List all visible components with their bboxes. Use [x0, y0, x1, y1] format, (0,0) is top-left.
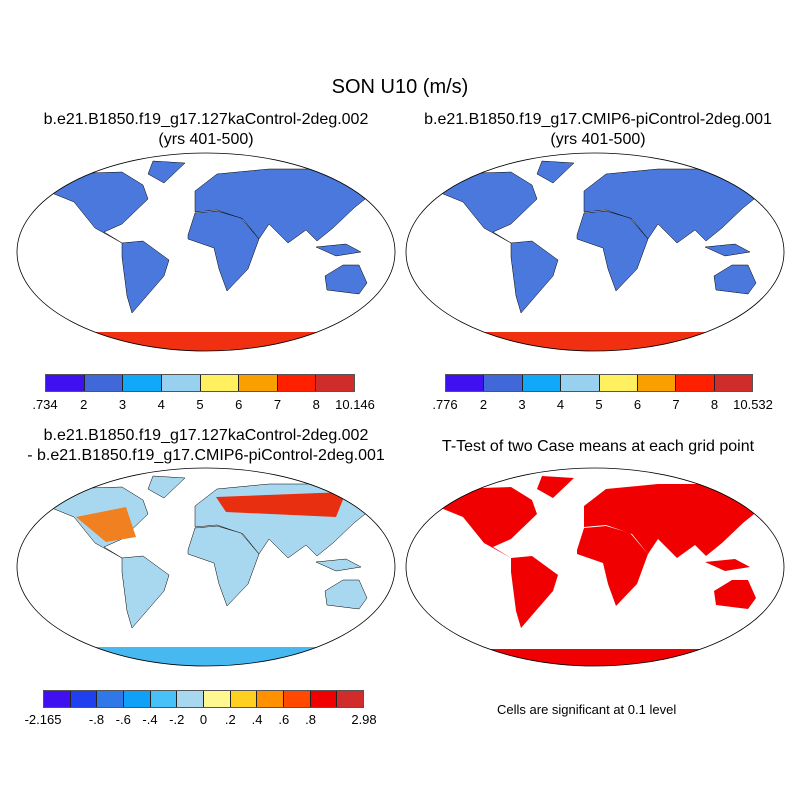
panel2-title-line2: (yrs 401-500): [550, 131, 646, 148]
panel3-title-line2: - b.e21.B1850.f19_g17.CMIP6-piControl-2d…: [27, 447, 385, 464]
panel3-title-line1: b.e21.B1850.f19_g17.127kaControl-2deg.00…: [43, 427, 369, 444]
colorbar-swatch: [522, 375, 562, 391]
colorbar-tick-label: 7: [672, 397, 680, 412]
colorbar-swatch: [150, 691, 178, 707]
colorbar-swatch: [714, 375, 752, 391]
colorbar-swatch: [257, 691, 285, 707]
colorbar-tick-label: .4: [251, 712, 263, 727]
colorbar-tick-label: .8: [305, 712, 316, 727]
colorbar-tick-label: -.6: [115, 712, 131, 727]
colorbar-tick-label: 3: [118, 397, 127, 412]
colorbar-tick-label: 5: [595, 397, 603, 412]
colorbar-case2-labels: .776 2 3 4 5 6 7 8 10.532: [432, 397, 773, 413]
map-ttest: [405, 467, 785, 667]
colorbar-tick-label: 5: [196, 397, 204, 412]
colorbar-tick-label: .776: [432, 397, 458, 412]
colorbar-swatch: [44, 691, 71, 707]
colorbar-tick-label: -.2: [169, 712, 185, 727]
colorbar-tick-label: 6: [235, 397, 243, 412]
colorbar-case1-labels: .734 2 3 4 5 6 7 8 10.146: [32, 397, 375, 413]
colorbar-tick-label: 0: [199, 712, 208, 727]
colorbar-tick-label: 3: [518, 397, 526, 412]
colorbar-swatch: [337, 691, 364, 707]
panel4-title: T-Test of two Case means at each grid po…: [441, 438, 755, 455]
panel2-title-line1: b.e21.B1850.f19_g17.CMIP6-piControl-2deg…: [424, 111, 772, 128]
colorbar-swatch: [200, 375, 240, 391]
colorbar-difference-labels: -2.165 -.8 -.6 -.4 -.2 0 .2 .4 .6 .8 2.98: [25, 712, 377, 728]
panel1-title-line2: (yrs 401-500): [158, 131, 254, 148]
colorbar-tick-label: 6: [633, 397, 642, 412]
panel1-title-line1: b.e21.B1850.f19_g17.127kaControl-2deg.00…: [43, 111, 369, 128]
figure-title: SON U10 (m/s): [331, 76, 469, 98]
colorbar-swatch: [161, 375, 201, 391]
colorbar-swatch: [123, 375, 162, 391]
colorbar-tick-label: -.8: [88, 712, 105, 727]
colorbar-swatch: [446, 375, 485, 391]
colorbar-swatch: [230, 691, 258, 707]
panel2-title: b.e21.B1850.f19_g17.CMIP6-piControl-2deg…: [398, 110, 798, 150]
colorbar-swatch: [124, 691, 151, 707]
panel3-title: b.e21.B1850.f19_g17.127kaControl-2deg.00…: [6, 426, 406, 466]
colorbar-case2: [445, 374, 753, 392]
colorbar-tick-label: .6: [278, 712, 290, 727]
colorbar-swatch: [239, 375, 278, 391]
colorbar-swatch: [310, 691, 338, 707]
colorbar-tick-label: 8: [312, 397, 320, 412]
colorbar-difference: [43, 690, 364, 708]
colorbar-swatch: [177, 691, 205, 707]
colorbar-swatch: [561, 375, 600, 391]
colorbar-swatch: [676, 375, 715, 391]
colorbar-swatch: [97, 691, 125, 707]
significance-note: Cells are significant at 0.1 level: [497, 702, 677, 717]
colorbar-tick-label: -.4: [142, 712, 158, 727]
map-difference: [16, 467, 396, 667]
map-case2: [405, 152, 785, 352]
colorbar-tick-label: -2.165: [24, 712, 62, 727]
colorbar-swatch: [70, 691, 98, 707]
map-case1: [16, 152, 396, 352]
colorbar-tick-label: 2: [80, 397, 88, 412]
colorbar-tick-label: .2: [224, 712, 236, 727]
colorbar-swatch: [277, 375, 317, 391]
colorbar-tick-label: 7: [273, 397, 282, 412]
colorbar-swatch: [84, 375, 124, 391]
colorbar-swatch: [484, 375, 523, 391]
colorbar-tick-label: .734: [32, 397, 58, 412]
colorbar-tick-label: 10.146: [335, 397, 375, 412]
colorbar-swatch: [284, 691, 311, 707]
colorbar-swatch: [316, 375, 354, 391]
colorbar-swatch: [204, 691, 231, 707]
colorbar-swatch: [46, 375, 85, 391]
colorbar-tick-label: 4: [157, 397, 165, 412]
colorbar-tick-label: 2.98: [351, 712, 377, 727]
panel1-title: b.e21.B1850.f19_g17.127kaControl-2deg.00…: [6, 110, 406, 150]
colorbar-tick-label: 8: [710, 397, 719, 412]
colorbar-tick-label: 2: [479, 397, 488, 412]
colorbar-tick-label: 10.532: [733, 397, 773, 412]
colorbar-tick-label: 4: [556, 397, 565, 412]
colorbar-case1: [45, 374, 355, 392]
colorbar-swatch: [599, 375, 638, 391]
colorbar-swatch: [637, 375, 677, 391]
